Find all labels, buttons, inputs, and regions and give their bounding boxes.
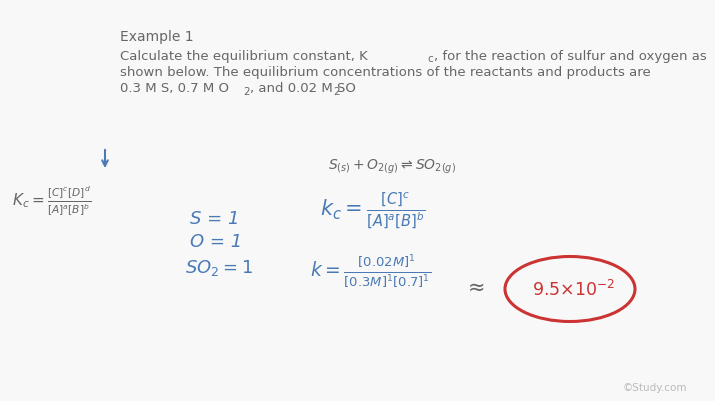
Text: 2: 2	[243, 87, 250, 97]
Text: ©Study.com: ©Study.com	[623, 382, 688, 392]
Text: shown below. The equilibrium concentrations of the reactants and products are: shown below. The equilibrium concentrati…	[120, 66, 651, 79]
Text: .: .	[339, 82, 343, 95]
Text: , and 0.02 M SO: , and 0.02 M SO	[250, 82, 356, 95]
Text: , for the reaction of sulfur and oxygen as: , for the reaction of sulfur and oxygen …	[434, 50, 706, 63]
Text: Calculate the equilibrium constant, K: Calculate the equilibrium constant, K	[120, 50, 368, 63]
Text: O = 1: O = 1	[190, 233, 242, 250]
Text: ≈: ≈	[468, 277, 485, 297]
Text: Example 1: Example 1	[120, 30, 194, 44]
Text: $9.5{\times}10^{-2}$: $9.5{\times}10^{-2}$	[532, 279, 615, 300]
Text: S = 1: S = 1	[190, 209, 240, 227]
Text: $S_{(s)} + O_{2(g)} \rightleftharpoons SO_{2(g)}$: $S_{(s)} + O_{2(g)} \rightleftharpoons S…	[328, 158, 456, 176]
Text: $K_c = \frac{[C]^c[D]^d}{[A]^a[B]^b}$: $K_c = \frac{[C]^c[D]^d}{[A]^a[B]^b}$	[12, 184, 91, 218]
Text: $k_c = \frac{[C]^c}{[A]^a[B]^b}$: $k_c = \frac{[C]^c}{[A]^a[B]^b}$	[320, 190, 425, 230]
Text: 2: 2	[333, 87, 340, 97]
Text: $SO_2 = 1$: $SO_2 = 1$	[185, 257, 253, 277]
Text: c: c	[427, 54, 433, 64]
Text: $k = \frac{[0.02M]^1}{[0.3M]^1[0.7]^1}$: $k = \frac{[0.02M]^1}{[0.3M]^1[0.7]^1}$	[310, 251, 431, 288]
Text: 0.3 M S, 0.7 M O: 0.3 M S, 0.7 M O	[120, 82, 229, 95]
